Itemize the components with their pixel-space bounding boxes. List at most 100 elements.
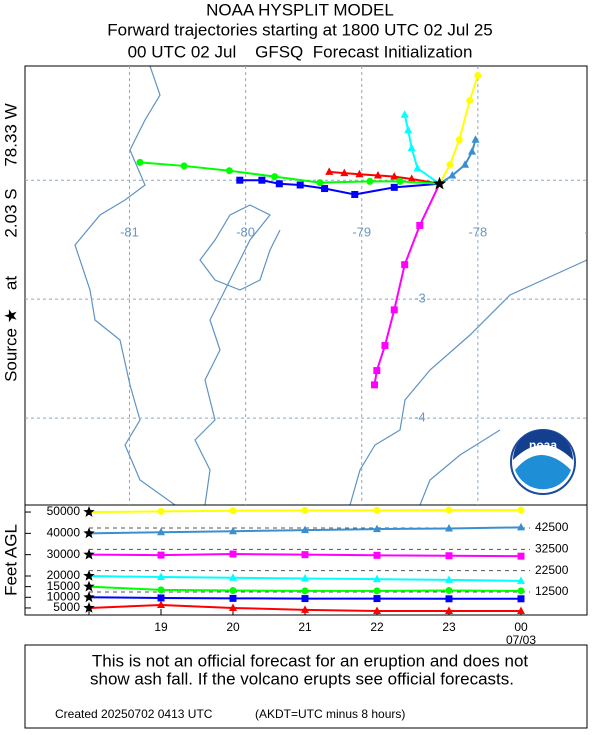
marker [373,524,381,533]
subtitle: Forward trajectories starting at 1800 UT… [107,20,493,39]
marker [275,180,283,188]
y-tick-label: 30000 [47,547,81,561]
created: Created 20250702 0413 UTC [55,707,213,721]
logo-text: noaa [529,438,557,452]
x-tick-label: -78 [468,224,487,239]
marker [390,306,398,314]
marker [301,587,309,595]
marker [229,573,237,581]
logo: noaa [510,429,576,495]
marker [157,600,165,608]
marker [373,506,381,514]
marker [474,72,482,80]
start-star [83,591,95,603]
marker [180,162,188,170]
marker [445,506,453,514]
x-tick-label: -81 [120,224,139,239]
marker [396,177,404,185]
footer-frame [24,644,588,729]
trajectory [139,161,440,185]
marker [373,587,381,595]
marker [517,552,525,560]
marker [301,525,309,534]
y-tick-label: 15000 [47,579,81,593]
start-star [83,570,95,581]
y-tick-label: -4 [414,410,426,425]
map: -81 -80 -79 -78 -77 -3 -4 [25,66,599,505]
marker [390,172,399,180]
marker [229,603,237,611]
marker [461,160,470,168]
footer-line: This is not an official forecast for an … [92,651,529,670]
marker [321,185,329,193]
marker [271,173,279,181]
marker [413,163,422,172]
map-frame [24,65,588,506]
coastline [74,66,587,505]
marker [445,595,453,603]
marker [445,606,453,614]
trajectory [438,75,479,185]
source-lat: 2.03 S [1,188,20,237]
marker [157,527,165,536]
marker [517,506,525,514]
source-star [432,176,447,190]
marker [517,595,525,603]
marker [355,169,364,178]
marker [373,170,382,179]
y-axis-label: Feet AGL [1,524,20,596]
marker [448,170,457,179]
marker [404,125,413,134]
start-star [83,580,95,592]
y-tick-label: 10000 [47,589,81,603]
source-text: Source ★ at 2.03 S 78.33 W [1,103,20,382]
marker [445,523,453,532]
time-note: (AKDT=UTC minus 8 hours) [255,707,405,721]
y2-tick-label: 42500 [535,520,569,534]
start-star [83,506,95,517]
marker [517,606,525,614]
marker [381,342,389,350]
marker [301,551,309,559]
marker [225,167,233,175]
x-tick-label: -77 [585,224,599,239]
x-tick-label: -79 [352,224,371,239]
marker [316,179,324,187]
x-tick-label: 21 [298,620,312,634]
start-star [83,548,95,560]
marker [407,174,416,183]
x-tick-label: 19 [154,620,168,634]
marker [517,522,525,531]
marker [236,176,244,184]
marker [446,161,454,169]
marker [351,190,359,198]
marker [296,181,304,189]
marker [229,594,237,602]
marker [517,576,525,584]
marker [301,574,309,582]
x-tick-label: 00 [514,620,528,634]
y2-tick-label: 22500 [535,563,569,577]
marker [445,552,453,560]
trajectory [373,183,441,386]
marker [258,176,266,184]
marker [373,574,381,583]
marker [157,586,165,594]
source-label: Source ★ [1,308,20,382]
y-tick-label: 50000 [47,504,81,518]
marker [301,605,309,613]
marker [371,381,379,389]
panel-frame [24,504,588,616]
marker [229,507,237,515]
marker [455,136,463,144]
init-line: 00 UTC 02 Jul GFSQ Forecast Initializati… [128,42,473,61]
x-tick-label: -80 [236,224,255,239]
marker [229,550,237,558]
y-tick-label: -3 [414,291,426,306]
height-panel [83,506,525,614]
footer-line: show ash fall. If the volcano erupts see… [90,669,514,688]
x-tick-label: 22 [370,620,384,634]
marker [407,143,416,152]
